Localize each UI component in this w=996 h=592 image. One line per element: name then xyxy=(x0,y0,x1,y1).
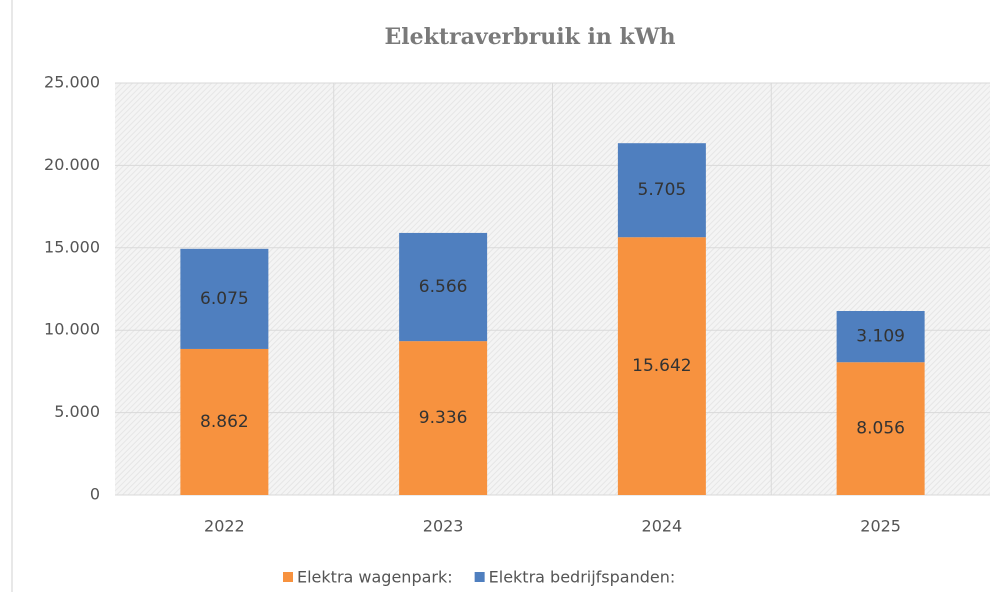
y-tick-label: 20.000 xyxy=(44,155,100,174)
legend-label: Elektra wagenpark: xyxy=(297,568,453,587)
bar-segment xyxy=(399,341,488,495)
data-label: 6.566 xyxy=(419,277,468,297)
legend-swatch xyxy=(283,572,293,582)
bar-segment xyxy=(836,362,925,495)
legend-label: Elektra bedrijfspanden: xyxy=(489,568,676,587)
data-label: 9.336 xyxy=(419,408,468,428)
x-tick-label: 2023 xyxy=(423,517,464,536)
bar-segment xyxy=(836,311,925,363)
y-tick-label: 25.000 xyxy=(44,73,100,92)
y-tick-label: 10.000 xyxy=(44,320,100,339)
legend-swatch xyxy=(474,572,485,582)
data-label: 15.642 xyxy=(632,356,691,376)
data-label: 8.862 xyxy=(200,412,249,432)
chart-title: Elektraverbruik in kWh xyxy=(385,24,676,50)
bar-segment xyxy=(399,232,488,342)
data-label: 5.705 xyxy=(638,180,687,200)
data-label: 3.109 xyxy=(856,327,905,347)
data-label: 6.075 xyxy=(200,289,249,309)
bar-segment xyxy=(617,237,706,495)
y-tick-label: 15.000 xyxy=(44,237,100,256)
x-tick-label: 2025 xyxy=(860,517,901,536)
bar-segment xyxy=(180,348,269,495)
bar-segment xyxy=(180,248,269,349)
y-tick-label: 5.000 xyxy=(54,402,100,421)
bar-segment xyxy=(617,143,706,238)
x-tick-label: 2024 xyxy=(642,517,683,536)
x-tick-label: 2022 xyxy=(204,517,245,536)
y-tick-label: 0 xyxy=(90,485,100,504)
data-label: 8.056 xyxy=(856,419,905,439)
